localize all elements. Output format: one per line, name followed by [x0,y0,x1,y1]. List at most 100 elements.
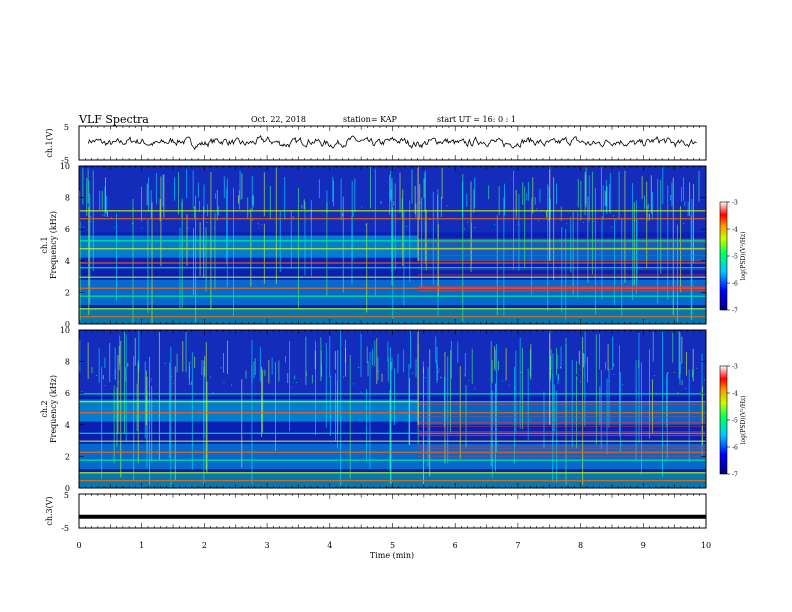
ch2-colorbar [719,365,728,475]
sferic-streak [241,173,243,200]
ch1-spectrogram-ylabel-frequency: Frequency (kHz) [49,211,58,279]
frequency-tick-label: 8 [65,194,70,203]
sferic-streak [462,181,463,220]
sferic-streak [101,190,103,210]
sferic-streak [177,172,179,215]
striation-line [417,290,706,292]
sferic-streak [638,333,640,444]
sferic-streak [150,380,152,382]
sferic-streak [304,201,306,276]
sferic-streak [530,344,532,380]
sferic-streak [513,366,515,464]
ch3-waveform-ylabel: ch.3(V) [45,496,54,525]
sferic-streak [682,177,684,201]
header-station: station= KAP [343,115,398,124]
transition-line [417,166,419,261]
sferic-streak [104,385,106,387]
sferic-streak [666,374,668,428]
sferic-streak [531,197,533,295]
sferic-streak [182,341,184,372]
sferic-streak [203,184,205,213]
sferic-streak [522,348,524,430]
striation-line [417,448,706,450]
sferic-streak [117,355,119,435]
sferic-streak [220,367,222,369]
sferic-streak [209,376,211,378]
sferic-streak [390,347,391,484]
sferic-streak [556,390,558,484]
sferic-streak [580,381,581,383]
time-tick-label: 0 [76,541,81,550]
frequency-tick-label: 6 [65,389,70,398]
sferic-streak [351,180,353,262]
ch2-colorbar-label: log(PSD)(V²/Hz) [740,396,747,445]
sferic-streak [114,347,116,379]
sferic-streak [677,392,679,394]
sferic-streak [613,215,615,217]
emission-line [79,248,706,250]
sferic-streak [284,355,286,363]
sferic-streak [192,170,194,209]
ch1-ytick-top: 5 [64,123,69,132]
sferic-streak [118,381,120,383]
sferic-streak [387,341,389,363]
sferic-streak [387,357,389,382]
sferic-streak [522,182,524,205]
sferic-streak [205,227,207,292]
sferic-streak [591,171,593,275]
sferic-streak [548,187,550,222]
sferic-streak [409,330,411,369]
sferic-streak [268,360,270,384]
sferic-streak [662,330,664,477]
sferic-streak [584,331,586,364]
sferic-streak [205,342,207,471]
sferic-streak [203,360,205,439]
sferic-streak [216,189,218,221]
sferic-streak [411,169,413,204]
sferic-streak [191,381,192,386]
sferic-streak [271,357,273,375]
frequency-tick-label: 4 [65,257,70,266]
sferic-streak [464,353,466,377]
sferic-streak [343,376,345,378]
sferic-streak [444,352,446,464]
sferic-streak [104,186,106,217]
sferic-streak [269,186,271,220]
ch1-colorbar [719,201,728,311]
sferic-streak [692,369,693,378]
sferic-streak [367,361,369,377]
sferic-streak [577,179,579,208]
ch2-spectrogram-ylabel-frequency: Frequency (kHz) [49,375,58,443]
sferic-streak [394,368,396,426]
sferic-streak [588,175,590,222]
sferic-streak [125,334,127,442]
sferic-streak [604,361,606,370]
sferic-streak [424,377,426,379]
sferic-streak [119,335,121,364]
sferic-streak [231,384,232,386]
sferic-streak [263,172,265,217]
colorbar-tick-label: -6 [732,445,738,452]
sferic-streak [450,340,452,379]
sferic-streak [647,205,649,221]
time-tick-label: 4 [327,541,332,550]
sferic-streak [557,374,559,384]
sferic-streak [609,172,611,214]
striation-line [417,247,706,249]
sferic-streak [446,205,448,207]
emission-line [79,210,706,212]
sferic-streak [585,175,587,204]
sferic-streak [474,177,476,209]
sferic-streak [556,348,557,375]
striation-line [417,274,706,276]
sferic-streak [102,214,104,216]
emission-line [79,287,706,289]
emission-line [79,459,706,461]
ch2-spectrogram-heatmap [79,330,706,488]
upper-band [79,330,706,397]
sferic-streak [600,167,602,212]
sferic-streak [550,349,552,370]
sferic-streak [538,220,540,222]
sferic-streak [79,198,81,279]
striation-line [417,452,706,454]
